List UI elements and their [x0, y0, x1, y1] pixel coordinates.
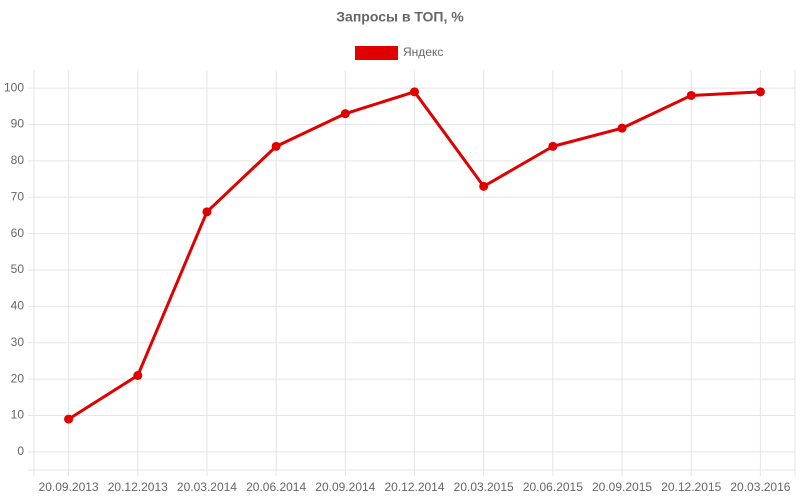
x-tick-label: 20.03.2014: [177, 480, 237, 494]
y-tick-label: 90: [11, 117, 25, 131]
data-point: [410, 87, 419, 97]
x-tick-label: 20.03.2015: [454, 480, 514, 494]
x-tick-label: 20.03.2016: [730, 480, 790, 494]
y-tick-label: 70: [11, 189, 25, 203]
data-point: [64, 414, 74, 424]
x-tick-label: 20.12.2013: [108, 480, 168, 494]
x-tick-label: 20.06.2014: [246, 480, 306, 494]
data-point: [755, 87, 765, 97]
data-point: [340, 109, 350, 119]
y-tick-label: 10: [11, 408, 25, 422]
y-tick-label: 0: [17, 444, 24, 458]
x-tick-label: 20.12.2014: [384, 480, 444, 494]
data-point: [271, 141, 281, 151]
y-tick-label: 60: [11, 226, 25, 240]
data-point: [479, 181, 489, 191]
y-tick-label: 80: [11, 153, 25, 167]
x-tick-label: 20.09.2014: [315, 480, 375, 494]
data-point: [133, 370, 143, 380]
x-tick-label: 20.06.2015: [523, 480, 583, 494]
y-tick-label: 100: [4, 80, 24, 94]
x-tick-label: 20.12.2015: [661, 480, 721, 494]
legend-label: Яндекс: [403, 45, 443, 59]
data-point: [548, 141, 558, 151]
y-tick-label: 40: [11, 299, 25, 313]
legend-swatch: [355, 46, 398, 60]
data-point: [617, 123, 627, 133]
data-point: [202, 207, 212, 217]
chart-title: Запросы в ТОП, %: [336, 9, 464, 25]
x-tick-label: 20.09.2013: [39, 480, 99, 494]
y-tick-label: 30: [11, 335, 25, 349]
y-tick-label: 20: [11, 371, 25, 385]
data-point: [686, 90, 696, 100]
y-tick-label: 50: [11, 262, 25, 276]
x-tick-label: 20.09.2015: [592, 480, 652, 494]
